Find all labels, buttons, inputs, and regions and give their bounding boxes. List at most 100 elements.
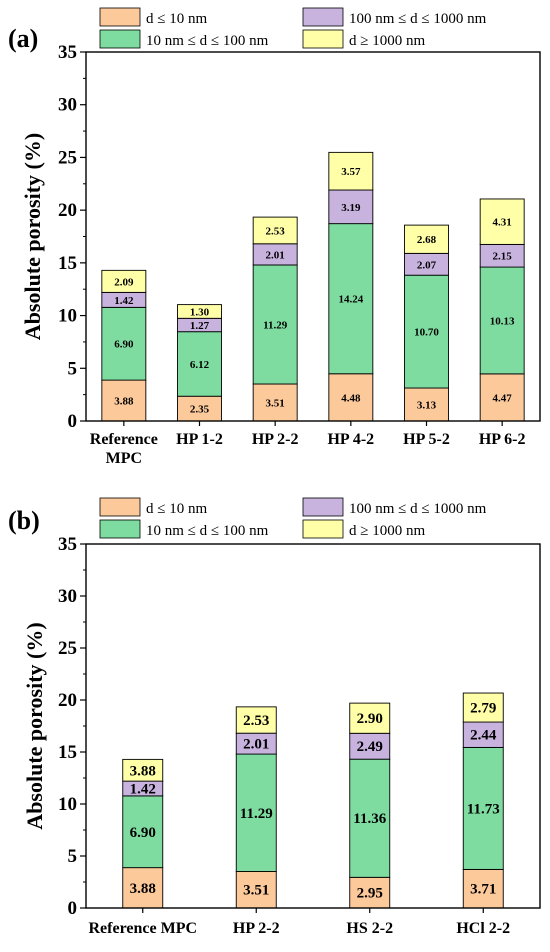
panel-label: (a) [8, 24, 38, 53]
legend-label: 100 nm ≤ d ≤ 1000 nm [349, 11, 487, 27]
legend-label: d ≤ 10 nm [146, 11, 207, 27]
chart-a-svg: (a) d ≤ 10 nm 100 nm ≤ d ≤ 1000 nm 10 nm ≤ … [8, 7, 541, 467]
data-label: 6.90 [114, 339, 134, 351]
data-label: 3.88 [130, 881, 156, 897]
legend-label: d ≥ 1000 nm [349, 523, 425, 539]
plot-frame [85, 51, 541, 422]
data-label: 3.13 [417, 400, 437, 412]
bar-segment [349, 732, 391, 760]
bar-segment [235, 706, 277, 734]
data-label: 10.13 [490, 315, 515, 327]
bar-segment [101, 379, 147, 422]
bar-segment [479, 373, 525, 422]
data-label: 3.57 [341, 166, 361, 178]
bar-segment [101, 306, 147, 381]
data-label: 4.47 [493, 392, 513, 404]
data-label: 11.29 [263, 319, 288, 331]
y-tick-label: 10 [58, 794, 77, 815]
bar-segment [252, 264, 298, 385]
bar-segment [404, 274, 449, 389]
y-tick-label: 0 [68, 411, 78, 432]
data-label: 1.30 [190, 306, 210, 318]
y-axis-title: Absolute porosity (%) [20, 133, 45, 340]
bar-segment [404, 224, 449, 254]
data-label: 11.73 [467, 801, 500, 817]
data-label: 1.27 [190, 320, 210, 332]
legend-swatch [302, 7, 344, 27]
data-label: 2.01 [266, 249, 285, 261]
data-label: 2.01 [243, 737, 269, 753]
chart-b-svg: (b) d ≤ 10 nm 100 nm ≤ d ≤ 1000 nm 10 nm ≤ … [8, 497, 541, 937]
y-tick-label: 30 [58, 586, 77, 607]
data-label: 2.07 [417, 259, 437, 271]
legend-swatch [302, 497, 344, 517]
y-tick-label: 35 [58, 534, 77, 555]
bar-segment [479, 266, 525, 375]
bar-segment [101, 269, 147, 293]
x-tick-label: HP 1-2 [176, 431, 223, 448]
data-label: 3.88 [114, 396, 134, 408]
bar-segment [462, 692, 504, 723]
data-label: 10.70 [414, 327, 439, 339]
data-label: 3.19 [341, 202, 361, 214]
legend-swatch [99, 7, 141, 27]
panel-label: (b) [8, 506, 40, 535]
bar-segment [122, 795, 164, 869]
chart-panel-a: (a) d ≤ 10 nm 100 nm ≤ d ≤ 1000 nm 10 nm ≤ … [0, 0, 550, 470]
chart-panel-b: (b) d ≤ 10 nm 100 nm ≤ d ≤ 1000 nm 10 nm ≤ … [0, 474, 550, 947]
data-label: 11.36 [353, 811, 386, 827]
data-label: 14.24 [338, 294, 363, 306]
bar-segment [122, 758, 164, 782]
y-tick-label: 30 [58, 95, 77, 116]
data-label: 2.79 [470, 701, 496, 717]
bar-segment [349, 702, 391, 734]
x-tick-label: Reference MPC [88, 920, 197, 937]
y-tick-label: 5 [68, 358, 78, 379]
data-label: 6.90 [130, 825, 156, 841]
data-label: 11.29 [240, 806, 273, 822]
legend-swatch [99, 519, 141, 539]
y-tick-label: 20 [58, 200, 77, 221]
bar-segment [349, 758, 391, 878]
bar-segment [252, 216, 298, 245]
y-tick-label: 25 [58, 638, 77, 659]
bar-segment [404, 387, 449, 422]
x-tick-label: HP 5-2 [403, 431, 450, 448]
plot-frame [85, 543, 541, 909]
data-label: 1.42 [130, 782, 156, 798]
x-tick-label: HP 6-2 [479, 431, 526, 448]
legend-swatch [302, 519, 344, 539]
data-label: 2.15 [493, 251, 513, 263]
legend-label: 10 nm ≤ d ≤ 100 nm [146, 523, 269, 539]
bar-segment [462, 868, 504, 909]
x-tick-label: MPC [106, 450, 142, 467]
data-label: 2.95 [357, 886, 383, 902]
bar-segment [252, 383, 298, 422]
data-label: 6.12 [190, 359, 210, 371]
bar-segment [479, 198, 525, 245]
y-tick-label: 35 [58, 42, 77, 63]
bar-segment [122, 867, 164, 909]
data-label: 2.49 [357, 739, 383, 755]
bar-segment [235, 753, 277, 872]
bar-segment [328, 223, 374, 375]
data-label: 4.31 [493, 217, 512, 229]
x-tick-label: HS 2-2 [346, 920, 393, 937]
legend-label: 10 nm ≤ d ≤ 100 nm [146, 33, 269, 49]
bar-segment [328, 151, 374, 191]
y-tick-label: 5 [68, 846, 78, 867]
y-tick-label: 15 [58, 742, 77, 763]
legend-swatch [99, 29, 141, 49]
y-tick-label: 20 [58, 690, 77, 711]
data-label: 2.35 [190, 404, 210, 416]
legend-label: 100 nm ≤ d ≤ 1000 nm [349, 501, 487, 517]
data-label: 2.90 [357, 711, 383, 727]
bar-segment [177, 304, 222, 319]
data-label: 3.71 [470, 882, 496, 898]
bar-segment [462, 746, 504, 870]
data-label: 3.88 [130, 763, 156, 779]
x-tick-label: HP 4-2 [327, 431, 374, 448]
legend-swatch [302, 29, 344, 49]
data-label: 3.51 [266, 397, 285, 409]
data-label: 1.42 [114, 295, 134, 307]
